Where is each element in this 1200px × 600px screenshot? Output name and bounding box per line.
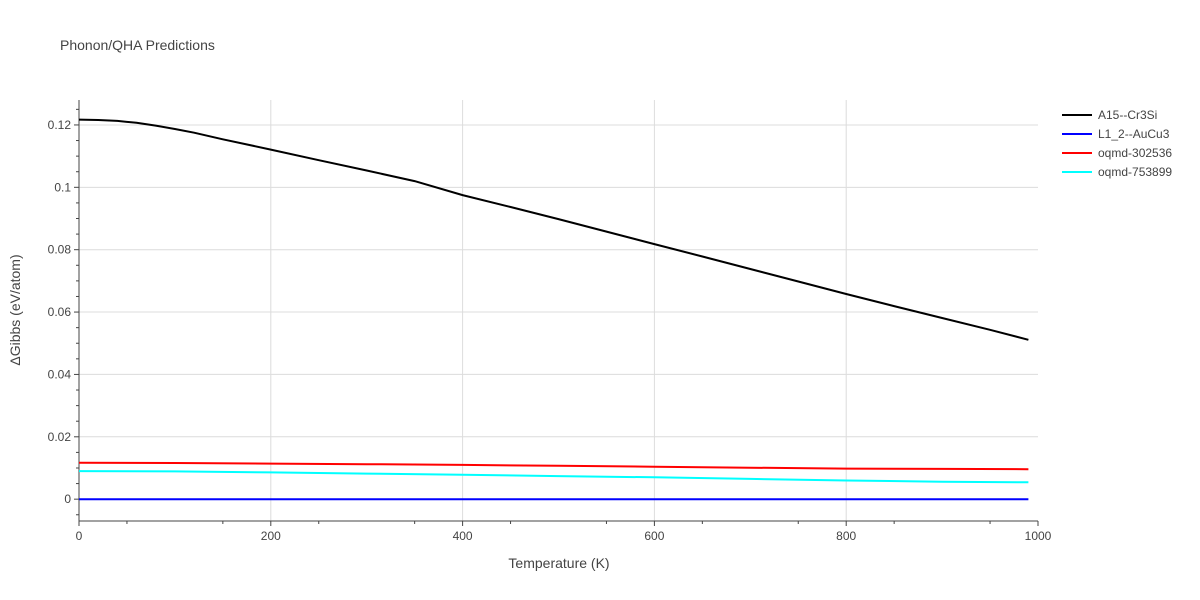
y-tick-label: 0.02	[48, 430, 72, 444]
x-tick-label: 600	[644, 529, 664, 543]
y-tick-label: 0	[64, 492, 71, 506]
grid-layer	[79, 100, 1038, 521]
series-line-4	[78, 470, 1029, 484]
x-tick-label: 1000	[1025, 529, 1052, 543]
x-tick-label: 200	[261, 529, 281, 543]
legend-label: oqmd-753899	[1098, 165, 1172, 179]
x-axis-label: Temperature (K)	[508, 555, 609, 571]
y-tick-label: 0.04	[48, 367, 72, 381]
x-tick-label: 0	[76, 529, 83, 543]
legend-label: A15--Cr3Si	[1098, 108, 1157, 122]
legend-item[interactable]: A15--Cr3Si	[1062, 108, 1157, 122]
x-tick-label: 800	[836, 529, 856, 543]
legend: A15--Cr3Si L1_2--AuCu3 oqmd-302536 oqmd-753…	[1062, 108, 1172, 179]
y-tick-label: 0.06	[48, 305, 72, 319]
legend-label: oqmd-302536	[1098, 146, 1172, 160]
legend-item[interactable]: oqmd-302536	[1062, 146, 1172, 160]
x-tick-label: 400	[453, 529, 473, 543]
chart-title: Phonon/QHA Predictions	[60, 37, 215, 53]
legend-item[interactable]: oqmd-753899	[1062, 165, 1172, 179]
series-line-1	[78, 118, 1029, 341]
series-layer	[78, 118, 1029, 501]
y-axis-label: ΔGibbs (eV/atom)	[7, 254, 23, 365]
y-tick-label: 0.12	[48, 118, 72, 132]
y-tick-label: 0.08	[48, 243, 72, 257]
y-tick-label: 0.1	[54, 180, 71, 194]
series-line-3	[78, 461, 1029, 471]
legend-label: L1_2--AuCu3	[1098, 127, 1170, 141]
axes-layer: 0 200 400 600 800 1000 0 0.02 0.04 0.06 0.08 0.1 0.1…	[48, 100, 1052, 543]
legend-item[interactable]: L1_2--AuCu3	[1062, 127, 1170, 141]
